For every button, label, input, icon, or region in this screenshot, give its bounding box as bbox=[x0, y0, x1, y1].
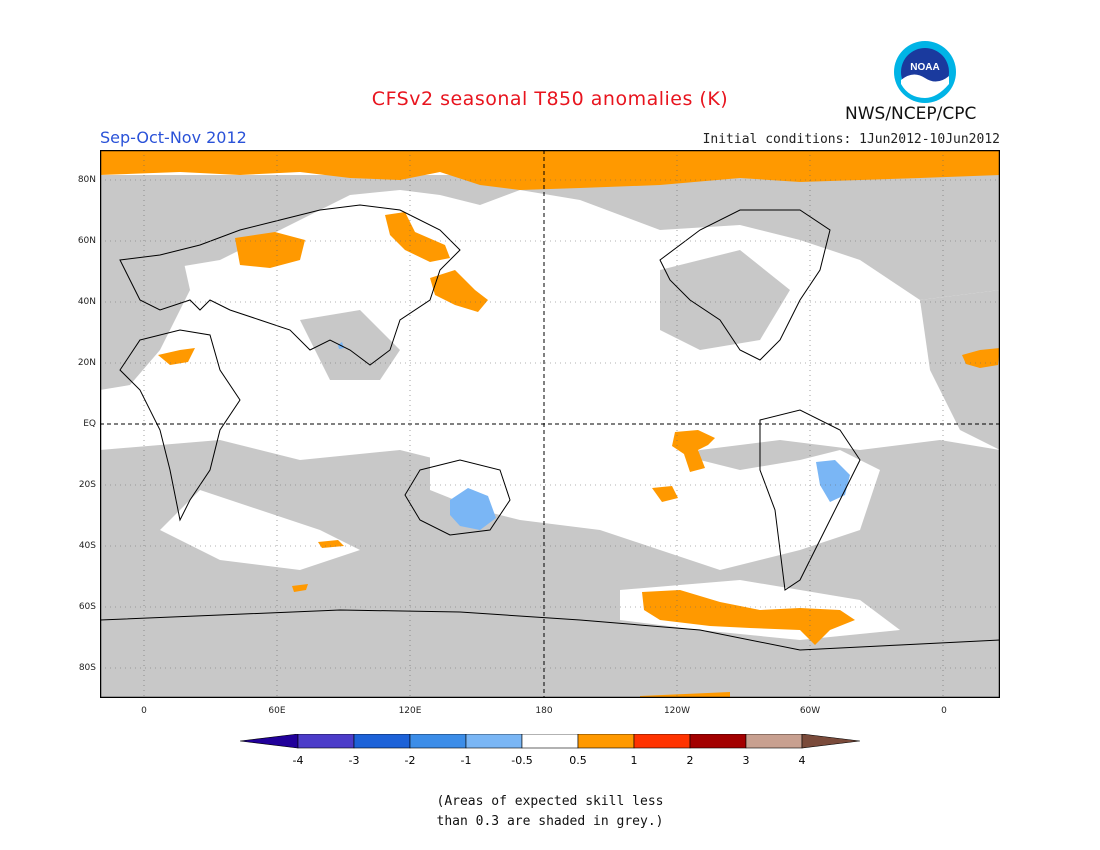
colorbar-bin-4 bbox=[465, 734, 523, 749]
eurasia-coast bbox=[119, 204, 461, 366]
skill-note-line-2: than 0.3 are shaded in grey.) bbox=[436, 814, 664, 829]
lat-label-20s: 20S bbox=[78, 480, 96, 490]
equatorial-pacific-warm bbox=[672, 430, 715, 472]
lat-label-40n: 40N bbox=[77, 297, 96, 307]
australia-cool bbox=[450, 488, 496, 530]
gridlines bbox=[100, 150, 1000, 698]
colorbar-legend: -4 -3 -2 -1 -0.5 0.5 1 2 3 4 bbox=[240, 734, 860, 767]
colorbar-high-arrow bbox=[801, 734, 860, 749]
lon-label-120w: 120W bbox=[663, 706, 691, 716]
north-atlantic-grey bbox=[920, 290, 1000, 450]
colorbar-tick-label: -2 bbox=[405, 754, 416, 767]
colorbar-tick-label: 2 bbox=[687, 754, 694, 767]
brazil-cool bbox=[816, 460, 850, 502]
lat-label-40s: 40S bbox=[78, 541, 96, 551]
north-america-coast bbox=[659, 209, 831, 361]
sahara-warm bbox=[158, 348, 195, 365]
colorbar-bin-1 bbox=[297, 734, 355, 749]
colorbar-tick-label: 4 bbox=[799, 754, 806, 767]
colorbar-tick-label: -3 bbox=[349, 754, 360, 767]
colorbar-bin-6 bbox=[577, 734, 635, 749]
season-label: Sep-Oct-Nov 2012 bbox=[100, 128, 247, 147]
north-pacific-grey bbox=[660, 250, 790, 350]
japan-warm bbox=[430, 270, 488, 312]
east-siberia-warm bbox=[385, 212, 450, 262]
pacific-white bbox=[430, 440, 880, 570]
initial-conditions-label: Initial conditions: 1Jun2012-10Jun2012 bbox=[702, 132, 1000, 147]
southern-ocean-warm-small bbox=[292, 584, 308, 592]
colorbar-tick-label: 0.5 bbox=[569, 754, 587, 767]
noaa-logo-text: NOAA bbox=[910, 62, 939, 73]
noaa-logo: NOAA bbox=[894, 41, 956, 103]
antarctic-warm bbox=[642, 590, 855, 645]
south-indian-warm bbox=[318, 540, 344, 548]
skill-note: (Areas of expected skill less than 0.3 a… bbox=[0, 792, 1100, 832]
lat-label-60s: 60S bbox=[78, 602, 96, 612]
lat-label-80s: 80S bbox=[78, 663, 96, 673]
cool-anomalies bbox=[338, 342, 850, 530]
lon-label-180: 180 bbox=[535, 706, 553, 716]
north-grey-region bbox=[100, 175, 1000, 300]
siberia-warm bbox=[235, 232, 305, 268]
agency-label: NWS/NCEP/CPC bbox=[845, 104, 977, 124]
colorbar-tick-label: -4 bbox=[293, 754, 304, 767]
colorbar-tick-label: 1 bbox=[631, 754, 638, 767]
colorbar-bin-7 bbox=[633, 734, 691, 749]
colorbar-bin-5 bbox=[521, 734, 579, 749]
lat-label-80n: 80N bbox=[77, 175, 96, 185]
lat-label-20n: 20N bbox=[77, 358, 96, 368]
colorbar-tick-label: 3 bbox=[743, 754, 750, 767]
map-title: CFSv2 seasonal T850 anomalies (K) bbox=[371, 88, 729, 110]
colorbar-bin-2 bbox=[353, 734, 411, 749]
skill-note-line-1: (Areas of expected skill less bbox=[436, 794, 664, 809]
anomaly-map bbox=[100, 150, 1000, 698]
south-edge-warm bbox=[640, 692, 730, 698]
lon-label-120e: 120E bbox=[398, 706, 422, 716]
lon-label-0-east: 0 bbox=[941, 706, 947, 716]
antarctica-coast bbox=[100, 609, 1000, 651]
indian-white bbox=[160, 490, 360, 570]
north-atlantic-east-grey bbox=[100, 245, 190, 390]
colorbar-tick-label: -0.5 bbox=[511, 754, 532, 767]
lat-label-eq: EQ bbox=[83, 419, 96, 429]
lat-label-60n: 60N bbox=[77, 236, 96, 246]
colorbar-bin-9 bbox=[745, 734, 803, 749]
lon-label-60e: 60E bbox=[268, 706, 286, 716]
australia-coast bbox=[404, 459, 511, 536]
lon-label-0-west: 0 bbox=[141, 706, 147, 716]
colorbar-bin-8 bbox=[689, 734, 747, 749]
map-frame bbox=[100, 150, 1000, 698]
south-pacific-warm bbox=[652, 486, 678, 502]
lon-label-60w: 60W bbox=[799, 706, 821, 716]
colorbar-bin-3 bbox=[409, 734, 467, 749]
asia-grey bbox=[300, 310, 400, 380]
colorbar-tick-label: -1 bbox=[461, 754, 472, 767]
colorbar-low-arrow bbox=[240, 734, 299, 749]
